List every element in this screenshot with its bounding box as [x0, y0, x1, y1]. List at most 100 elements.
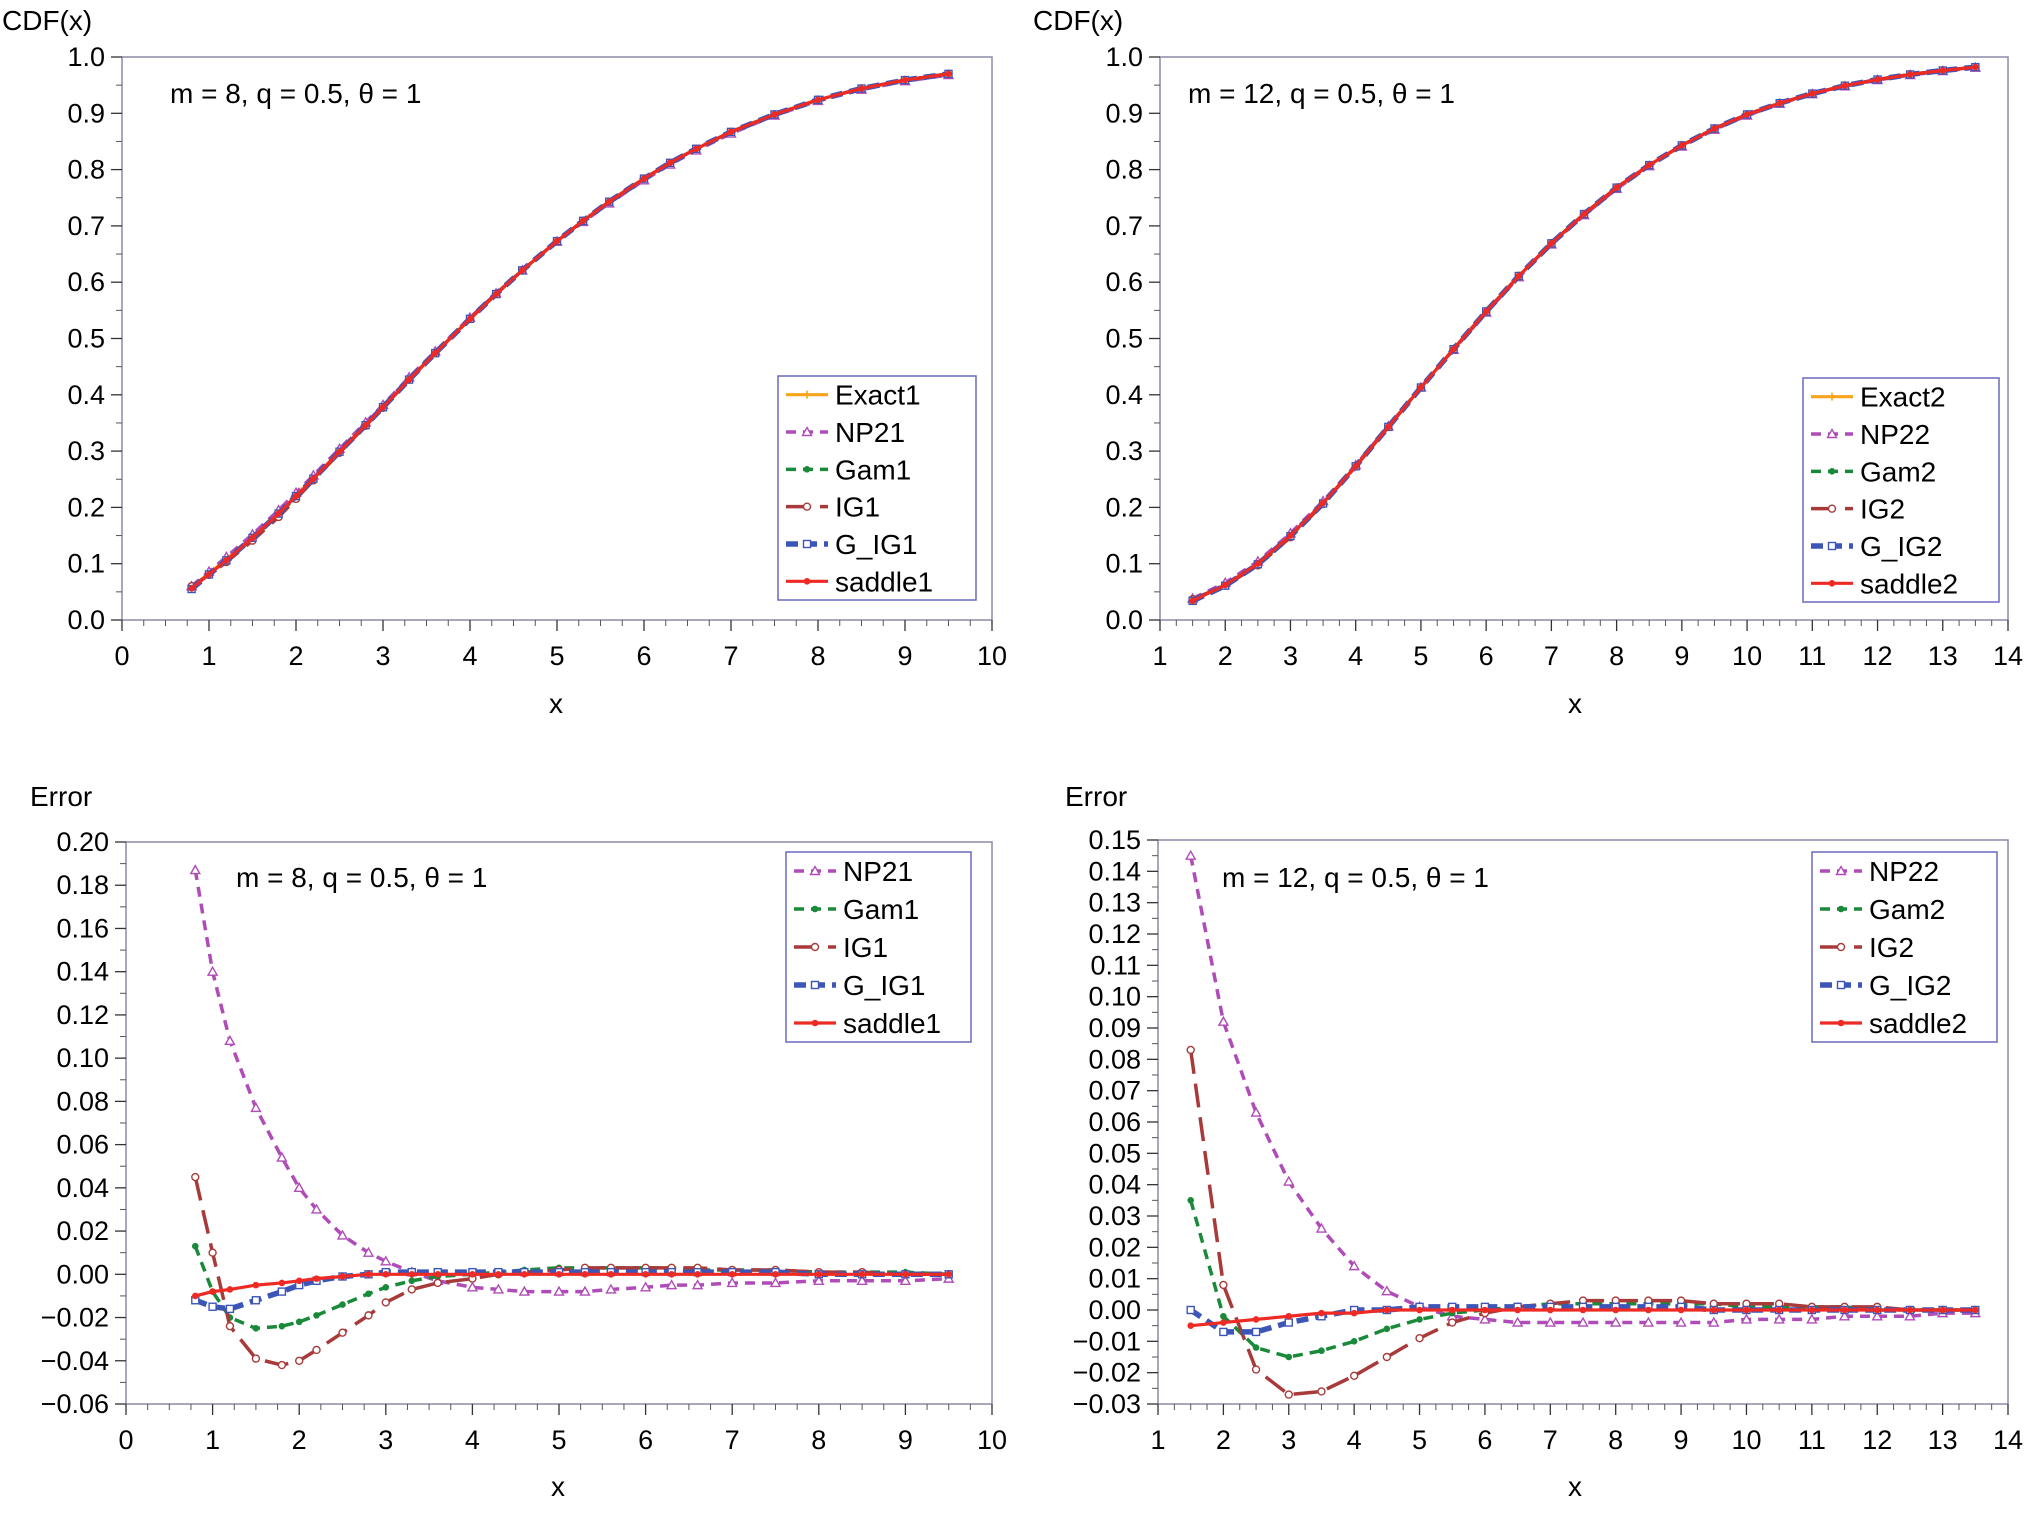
legend-item: NP21	[786, 417, 905, 448]
series-NP22	[1184, 849, 1982, 1327]
x-tick-label: 9	[898, 1425, 913, 1455]
data-point	[188, 585, 195, 592]
data-point	[208, 1302, 217, 1311]
data-point	[1287, 532, 1294, 539]
legend-item: IG1	[786, 492, 880, 523]
x-tick-label: 14	[1993, 641, 2023, 671]
legend-item: G_IG2	[1811, 531, 1942, 562]
series-saddle1	[191, 1271, 953, 1300]
legend-marker	[801, 426, 813, 437]
data-point	[252, 1325, 260, 1332]
legend: NP22 Gam2 IG2 G_IG2 saddle2	[1811, 851, 1998, 1043]
y-tick-label: 0.08	[56, 1086, 109, 1116]
x-tick-label: 13	[1928, 1425, 1958, 1455]
data-point	[313, 1275, 320, 1282]
data-point	[858, 1271, 866, 1278]
x-tick-label: 10	[1731, 1425, 1761, 1455]
legend-marker	[803, 466, 811, 473]
data-point	[1220, 1319, 1227, 1326]
x-tick-label: 2	[288, 641, 303, 671]
data-point	[642, 1271, 649, 1278]
data-point	[1874, 76, 1881, 83]
data-point	[1284, 1318, 1293, 1327]
data-point	[579, 1285, 591, 1296]
y-tick-label: 0.12	[1088, 919, 1141, 949]
x-tick-label: 1	[1152, 641, 1167, 671]
x-tick-label: 6	[638, 1425, 653, 1455]
data-point	[1251, 1327, 1261, 1337]
legend-label: Exact1	[835, 380, 921, 411]
y-tick-label: 0.00	[56, 1259, 109, 1289]
x-tick-label: 0	[118, 1425, 133, 1455]
data-point	[1416, 1306, 1423, 1314]
data-point	[668, 1271, 675, 1278]
data-point	[1187, 1322, 1194, 1329]
data-point	[771, 111, 778, 118]
data-point	[1350, 1309, 1358, 1317]
x-tick-label: 10	[977, 1425, 1007, 1455]
data-point	[1806, 1313, 1818, 1324]
data-point	[1350, 1338, 1358, 1345]
legend-label: G_IG1	[843, 970, 925, 1001]
data-point	[1740, 1313, 1753, 1324]
data-point	[405, 376, 413, 383]
data-point	[555, 1271, 563, 1278]
data-point	[1775, 1306, 1783, 1314]
data-point	[1708, 1316, 1720, 1327]
y-tick-label: −0.01	[1073, 1326, 1141, 1356]
data-point	[225, 1304, 235, 1314]
y-tick-label: 0.1	[1105, 549, 1143, 579]
data-point	[1416, 1316, 1423, 1323]
x-tick-label: 13	[1928, 641, 1958, 671]
data-point	[1677, 1306, 1685, 1314]
data-point	[310, 475, 317, 482]
legend-marker	[803, 390, 811, 399]
series-line-G_IG1	[194, 1269, 949, 1312]
legend-item: Gam1	[786, 454, 911, 485]
legend-item: G_IG2	[1820, 970, 1951, 1001]
data-point	[691, 1279, 704, 1290]
legend-marker	[1836, 942, 1846, 952]
legend: Exact2 NP22 Gam2 IG2 G_IG2 saddle2	[1802, 377, 2000, 603]
data-point	[1609, 1316, 1622, 1327]
data-point	[1251, 1365, 1261, 1374]
y-tick-label: −0.02	[41, 1303, 109, 1333]
legend-item: NP22	[1820, 856, 1939, 887]
data-point	[1189, 597, 1196, 605]
data-point	[605, 198, 613, 205]
x-tick-label: 2	[292, 1425, 307, 1455]
legend-label: Gam1	[843, 894, 919, 925]
data-point	[1318, 1309, 1325, 1317]
legend-label: NP22	[1869, 856, 1939, 887]
x-tick-label: 5	[549, 641, 564, 671]
x-axis-label: x	[1568, 688, 1582, 719]
y-tick-label: 0.04	[56, 1173, 109, 1203]
y-tick-label: 0.18	[56, 870, 109, 900]
y-axis-label: Error	[1065, 781, 1127, 812]
series-NP21	[189, 864, 955, 1296]
data-point	[902, 1271, 909, 1278]
data-point	[492, 290, 500, 298]
data-point	[339, 1301, 346, 1308]
data-point	[364, 1311, 373, 1320]
data-point	[191, 1172, 200, 1182]
data-point	[1580, 210, 1588, 218]
data-point	[769, 1277, 782, 1288]
data-point	[223, 557, 230, 564]
data-point	[1743, 111, 1751, 118]
data-point	[728, 1271, 736, 1278]
chart-annotation: m = 12, q = 0.5, θ = 1	[1188, 78, 1455, 109]
y-tick-label: 0.13	[1088, 888, 1141, 918]
x-tick-label: 2	[1218, 641, 1233, 671]
x-tick-label: 6	[1479, 641, 1494, 671]
legend-label: G_IG2	[1869, 970, 1951, 1001]
chart-tr: 1 2 3 4 5 6 7 8 9 10 11 12 13 140.00.10.20.30.40.50.6…	[1033, 5, 2023, 719]
y-tick-label: −0.03	[1073, 1389, 1141, 1419]
y-tick-label: 0.09	[1088, 1013, 1141, 1043]
x-tick-label: 3	[1283, 641, 1298, 671]
data-point	[1448, 1306, 1456, 1314]
legend-marker	[1827, 504, 1837, 513]
data-point	[292, 492, 300, 500]
data-point	[1349, 1371, 1359, 1381]
x-tick-label: 11	[1798, 641, 1826, 671]
